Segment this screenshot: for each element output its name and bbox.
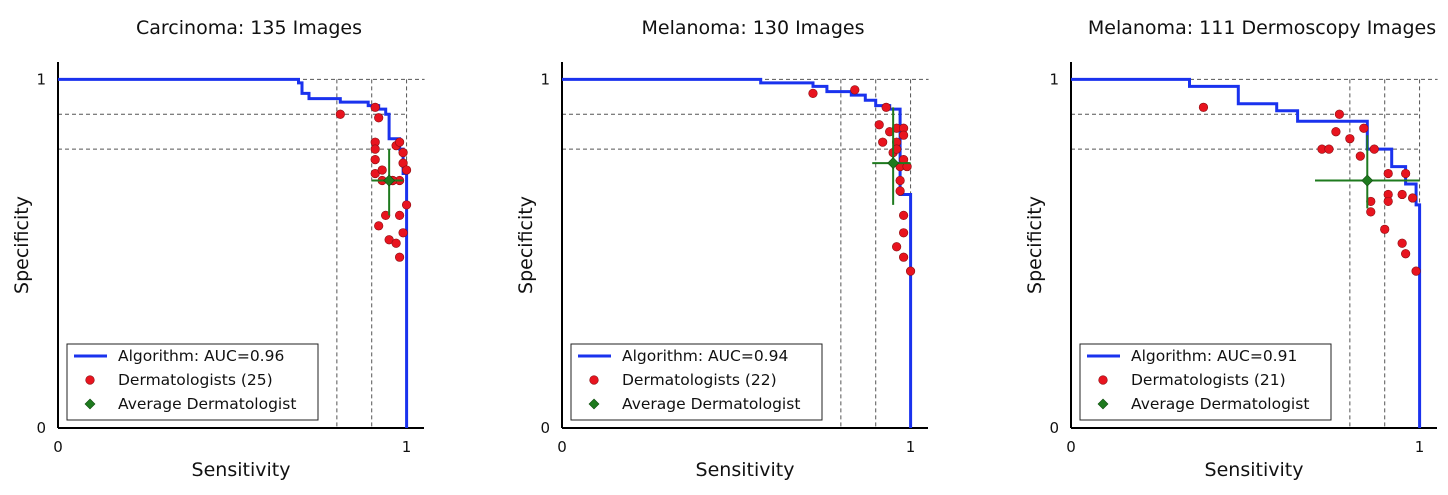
dermatologist-point xyxy=(1198,102,1209,112)
legend-dermatologists-label: Dermatologists (25) xyxy=(118,371,273,389)
y-axis-label: Specificity xyxy=(11,196,33,294)
average-dermatologist-marker xyxy=(1361,174,1374,187)
legend: Algorithm: AUC=0.94 Dermatologists (22) Av… xyxy=(570,343,823,421)
y-tick-label: 0 xyxy=(36,419,46,437)
dermatologist-point xyxy=(898,210,909,220)
x-tick-label: 1 xyxy=(402,438,412,456)
legend-algorithm-label: Algorithm: AUC=0.91 xyxy=(1131,347,1297,365)
dermatologist-point xyxy=(1369,144,1379,154)
dermatologist-point xyxy=(1383,196,1393,207)
dermatologist-point xyxy=(878,137,888,147)
x-tick-label: 0 xyxy=(53,438,63,456)
y-axis-label: Specificity xyxy=(1024,196,1046,294)
legend: Algorithm: AUC=0.91 Dermatologists (21) Av… xyxy=(1079,343,1332,421)
y-axis-label: Specificity xyxy=(515,196,537,294)
dermatologist-point xyxy=(1397,238,1407,248)
dermatologist-point xyxy=(370,144,380,154)
dermatologist-point xyxy=(898,130,909,140)
dermatologist-point xyxy=(905,266,916,276)
dermatologist-point xyxy=(391,238,401,248)
dermatologist-point xyxy=(370,102,380,112)
chart-title: Melanoma: 130 Images xyxy=(642,17,865,39)
legend-algorithm-label: Algorithm: AUC=0.96 xyxy=(118,347,284,365)
average-dermatologist-marker xyxy=(887,157,900,170)
x-axis-label: Sensitivity xyxy=(696,459,795,481)
x-tick-label: 1 xyxy=(1415,438,1425,456)
y-tick-label: 0 xyxy=(540,419,550,437)
dermatologist-point xyxy=(370,155,380,165)
y-tick-label: 1 xyxy=(36,70,46,88)
dermatologist-point xyxy=(1366,207,1376,217)
x-axis-label: Sensitivity xyxy=(192,459,291,481)
dermatologist-point xyxy=(895,186,905,196)
legend-dermatologists-swatch xyxy=(1098,375,1108,385)
dermatologist-point xyxy=(395,210,405,220)
legend-average-label: Average Dermatologist xyxy=(622,395,800,413)
dermatologist-point xyxy=(398,148,408,158)
y-tick-label: 1 xyxy=(1049,70,1059,88)
legend-average-label: Average Dermatologist xyxy=(118,395,296,413)
dermatologist-point xyxy=(1411,266,1421,276)
legend-dermatologists-label: Dermatologists (22) xyxy=(622,371,777,389)
x-axis-label: Sensitivity xyxy=(1205,459,1304,481)
dermatologist-point xyxy=(1380,224,1390,234)
chart-title: Carcinoma: 135 Images xyxy=(136,17,362,39)
dermatologist-point xyxy=(395,252,405,262)
y-tick-label: 0 xyxy=(1049,419,1059,437)
dermatologist-point xyxy=(1397,189,1407,200)
legend-box xyxy=(66,343,319,421)
x-tick-label: 0 xyxy=(1066,438,1076,456)
chart-panel-3: Melanoma: 111 Dermoscopy Images 00 1 1 Sensi… xyxy=(1024,17,1438,481)
dermatologist-point xyxy=(808,88,818,98)
dermatologist-point xyxy=(895,175,905,186)
legend: Algorithm: AUC=0.96 Dermatologists (25) Av… xyxy=(66,343,319,421)
dermatologist-point xyxy=(401,200,412,210)
dermatologist-point xyxy=(1355,151,1365,161)
chart-panel-1: Carcinoma: 135 Images 00 1 1 Sensitivity Spec… xyxy=(11,17,425,481)
algorithm-roc-curve xyxy=(1071,77,1422,428)
legend-average-swatch xyxy=(84,398,96,410)
dermatologist-point xyxy=(374,221,384,231)
dermatologist-point xyxy=(1334,109,1344,119)
dermatologist-point xyxy=(1324,144,1334,154)
x-tick-label: 1 xyxy=(906,438,916,456)
dermatologist-point xyxy=(377,165,387,175)
dermatologist-point xyxy=(898,252,909,262)
dermatologist-point xyxy=(881,102,891,112)
dermatologist-point xyxy=(898,228,909,238)
dermatologist-point xyxy=(1383,168,1393,179)
dermatologist-point xyxy=(374,113,384,123)
legend-algorithm-label: Algorithm: AUC=0.94 xyxy=(622,347,788,365)
dermatologist-point xyxy=(398,228,408,238)
chart-title: Melanoma: 111 Dermoscopy Images xyxy=(1088,17,1436,39)
average-dermatologist-marker xyxy=(383,174,396,187)
dermatologist-point xyxy=(850,85,860,95)
legend-dermatologists-label: Dermatologists (21) xyxy=(1131,371,1286,389)
x-tick-label: 0 xyxy=(557,438,567,456)
algorithm-roc-curve xyxy=(562,77,913,428)
legend-dermatologists-swatch xyxy=(85,375,95,385)
legend-average-label: Average Dermatologist xyxy=(1131,395,1309,413)
legend-box xyxy=(1079,343,1332,421)
dermatologist-point xyxy=(1401,168,1411,179)
dermatologist-point xyxy=(874,120,884,130)
dermatologist-point xyxy=(1359,123,1369,133)
dermatologist-point xyxy=(1345,134,1355,144)
legend-average-swatch xyxy=(1097,398,1109,410)
dermatologist-point xyxy=(335,109,345,119)
legend-dermatologists-swatch xyxy=(589,375,599,385)
dermatologist-point xyxy=(395,137,405,147)
chart-panel-2: Melanoma: 130 Images 00 1 1 Sensitivity Speci… xyxy=(515,17,929,481)
dermatologist-point xyxy=(1401,249,1411,259)
y-tick-label: 1 xyxy=(540,70,550,88)
dermatologist-point xyxy=(892,242,902,252)
dermatologist-point xyxy=(1331,127,1341,137)
legend-box xyxy=(570,343,823,421)
dermatologist-point xyxy=(1407,193,1418,203)
legend-average-swatch xyxy=(588,398,600,410)
dermatologist-point xyxy=(401,165,412,175)
